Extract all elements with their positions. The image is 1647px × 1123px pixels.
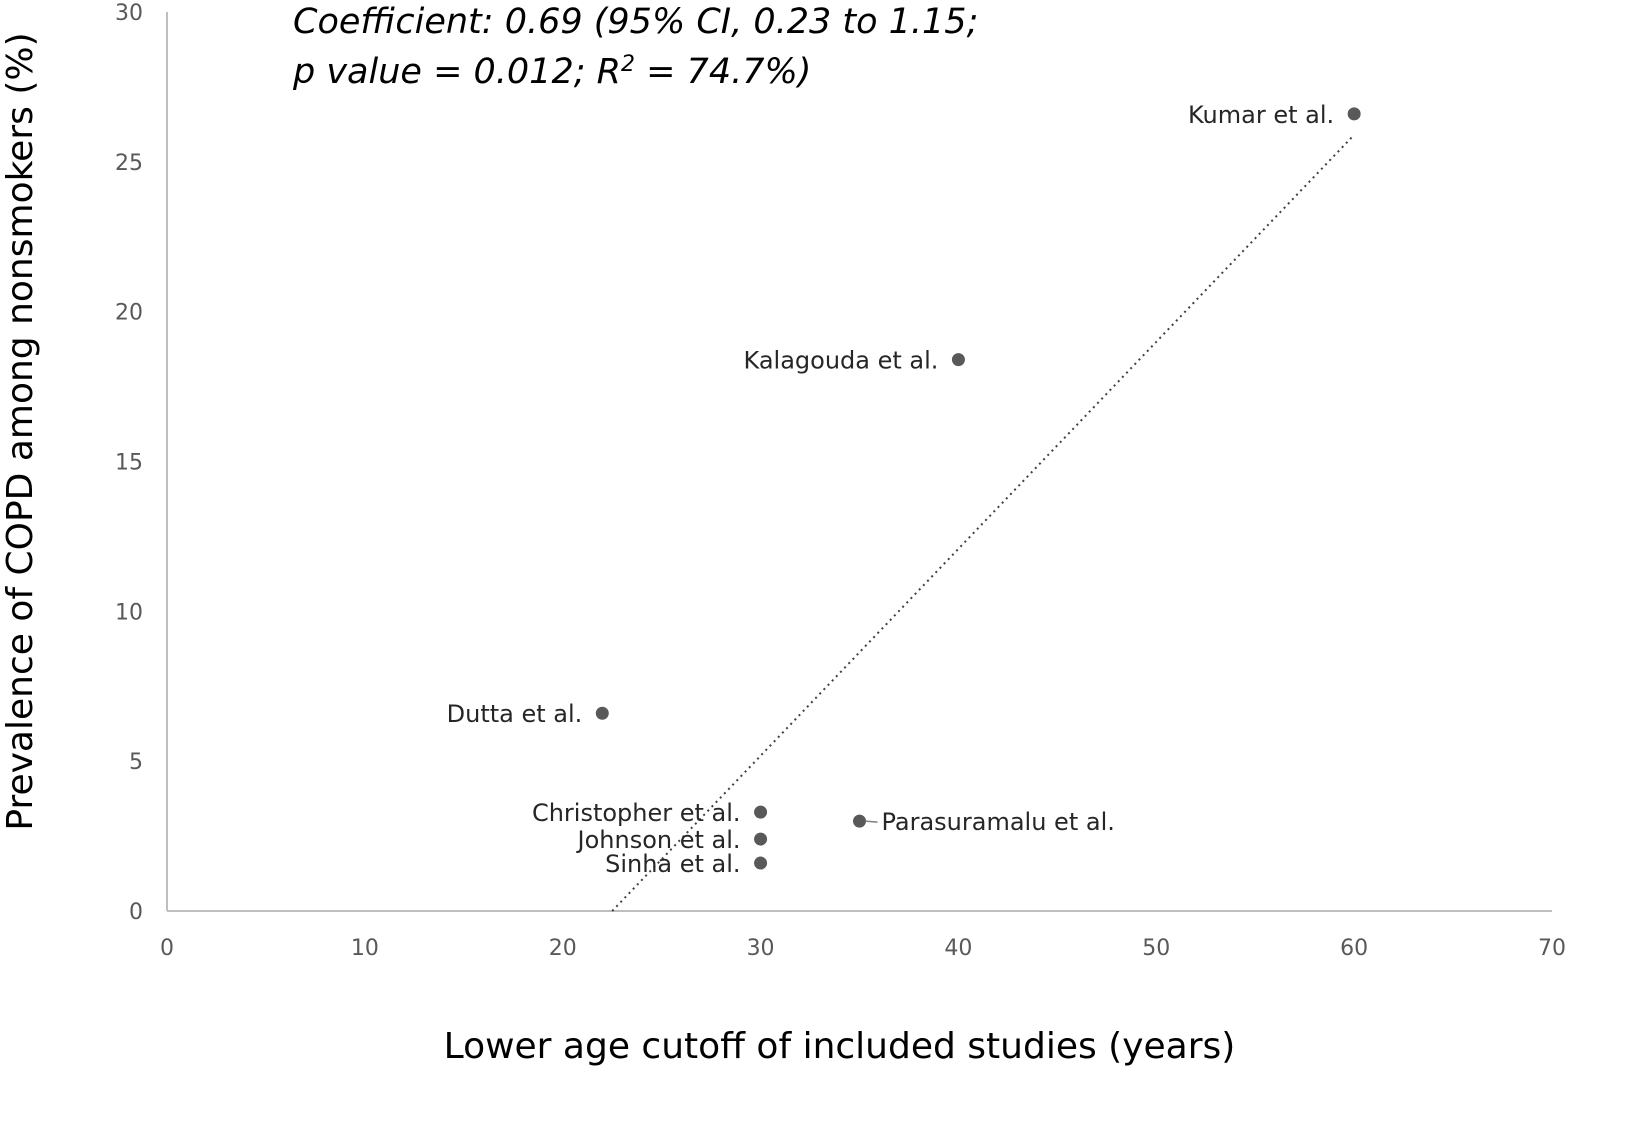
point-label: Dutta et al. [447, 700, 583, 728]
regression-annotation-line-2: p value = 0.012; R2 = 74.7%) [292, 52, 811, 93]
data-point [754, 805, 768, 819]
point-label: Kumar et al. [1188, 101, 1334, 129]
trendline [611, 134, 1355, 912]
x-tick-label: 60 [1340, 936, 1368, 961]
y-tick-label: 10 [115, 600, 143, 625]
point-label: Johnson et al. [576, 826, 741, 854]
data-point [853, 814, 866, 828]
data-point [754, 856, 768, 870]
x-tick-label: 70 [1538, 936, 1566, 961]
axes [166, 12, 1552, 912]
y-tick-labels: 0 5 10 15 20 25 30 [115, 1, 143, 925]
annotation-text: p value = 0.012; R [292, 52, 621, 92]
x-axis-title: Lower age cutoff of included studies (ye… [444, 1026, 1236, 1067]
label-leader-line [865, 820, 878, 823]
data-point [595, 706, 609, 720]
annotation-text-end: = 74.7%) [635, 52, 811, 92]
data-point [951, 353, 965, 367]
point-labels: Kumar et al. Kalagouda et al. Dutta et al.… [447, 101, 1335, 878]
x-tick-label: 30 [747, 936, 775, 961]
data-point [1347, 107, 1361, 121]
point-label: Sinha et al. [605, 850, 740, 878]
data-points [595, 107, 1361, 870]
point-label: Kalagouda et al. [744, 347, 939, 375]
y-tick-label: 25 [115, 151, 143, 176]
regression-annotation-line-1: Coefficient: 0.69 (95% CI, 0.23 to 1.15; [293, 2, 978, 42]
annotation-superscript: 2 [621, 52, 635, 77]
y-tick-label: 15 [115, 451, 143, 476]
y-tick-label: 0 [129, 900, 143, 925]
x-tick-label: 20 [549, 936, 577, 961]
x-tick-label: 10 [351, 936, 379, 961]
x-tick-labels: 0 10 20 30 40 50 60 70 [160, 936, 1566, 961]
point-label: Parasuramalu et al. [882, 808, 1115, 836]
y-tick-label: 20 [115, 301, 143, 326]
x-tick-label: 0 [160, 936, 174, 961]
x-tick-label: 40 [944, 936, 972, 961]
y-axis-title: Prevalence of COPD among nonsmokers (%) [0, 32, 41, 830]
data-point [754, 832, 768, 846]
x-tick-label: 50 [1142, 936, 1170, 961]
point-label: Christopher et al. [532, 799, 741, 827]
y-tick-label: 30 [115, 1, 143, 26]
y-tick-label: 5 [129, 750, 143, 775]
